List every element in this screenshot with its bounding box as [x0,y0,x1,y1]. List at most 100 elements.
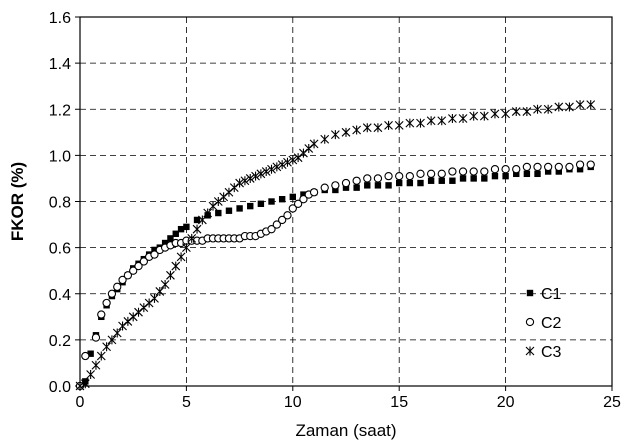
data-point-c3 [171,261,181,271]
data-point-c2 [384,171,393,181]
data-point-c1 [183,223,190,231]
legend: C1 C2 C3 [525,286,562,361]
series-c2 [75,160,595,391]
data-point-c3 [416,118,425,128]
data-point-c2 [448,167,457,176]
data-point-c3 [80,379,90,389]
data-point-c3 [501,109,510,119]
data-point-c3 [277,160,287,170]
data-point-c3 [91,360,101,370]
legend-label-c3: C3 [541,344,562,361]
x-tick-label: 10 [284,394,302,411]
data-point-c2 [113,282,122,291]
data-point-c3 [479,111,489,121]
data-point-c3 [533,104,542,114]
data-point-c3 [155,286,165,296]
legend-label-c2: C2 [541,315,562,332]
x-tick-label: 15 [390,394,408,411]
data-point-c2 [395,171,404,181]
data-point-c2 [331,181,340,190]
data-point-c1 [374,182,382,189]
data-point-c3 [192,224,202,234]
data-point-c3 [565,102,574,112]
data-point-c1 [236,205,243,212]
data-point-c2 [373,174,383,183]
data-point-c1 [193,216,201,224]
data-point-c2 [309,188,319,197]
grid [80,17,612,386]
legend-marker-c1 [526,289,534,297]
data-point-c3 [283,157,292,167]
data-point-c3 [309,139,319,149]
data-point-c2 [363,174,372,183]
data-point-c1 [470,175,477,182]
data-point-c2 [469,167,478,176]
data-point-c3 [490,109,500,119]
data-point-c1 [481,175,488,182]
data-point-c3 [267,164,276,174]
data-point-c2 [341,178,351,188]
data-point-c2 [405,171,414,181]
data-point-c2 [81,351,90,361]
data-point-c2 [533,162,542,172]
data-point-c1 [353,184,360,191]
data-point-c1 [172,230,179,237]
y-axis-title: FKOR (%) [8,162,27,241]
data-point-c3 [203,208,213,218]
y-tick-label: 0.4 [49,287,71,304]
data-point-c3 [107,335,117,345]
data-point-c2 [426,169,436,178]
data-point-c3 [112,328,122,338]
data-point-c2 [123,271,133,280]
data-point-c1 [151,246,158,254]
data-point-c1 [161,239,169,247]
data-point-c3 [187,233,197,243]
y-tick-label: 1.6 [49,10,71,27]
data-point-c1 [177,225,185,233]
data-point-c2 [139,257,148,266]
data-point-c1 [438,177,445,184]
series-c3 [75,100,596,391]
data-point-c2 [437,169,446,178]
data-point-c2 [458,167,468,176]
y-tick-label: 1.0 [49,148,71,165]
data-point-c3 [586,100,596,110]
data-point-c3 [150,293,159,303]
data-point-c1 [87,350,94,357]
data-point-c2 [102,298,111,308]
x-tick-label: 25 [603,394,621,411]
data-point-c2 [416,169,425,178]
x-tick-label: 20 [497,394,515,411]
data-point-c3 [384,120,393,130]
data-point-c3 [575,100,585,110]
data-point-c3 [256,169,266,179]
data-point-c2 [267,225,276,234]
x-tick-label: 5 [182,394,191,411]
data-point-c2 [91,333,101,342]
data-point-c2 [129,266,138,275]
data-point-c2 [118,275,127,285]
data-point-c2 [293,199,303,208]
data-point-c1 [555,168,562,175]
data-point-c3 [240,176,250,186]
data-point-c1 [257,200,265,208]
data-point-c1 [289,193,296,201]
data-point-c2 [586,160,595,169]
data-point-c1 [167,235,174,242]
data-point-c3 [272,162,282,172]
data-point-c3 [251,171,260,181]
data-point-c1 [576,166,584,173]
data-point-c2 [272,220,281,229]
data-point-c3 [373,123,383,133]
data-point-c1 [396,179,403,187]
y-tick-label: 0.6 [49,241,71,258]
data-point-c1 [247,202,254,210]
data-point-c3 [102,342,111,352]
data-point-c2 [134,261,143,271]
y-tick-label: 0.2 [49,333,71,350]
data-points [75,100,596,391]
data-point-c3 [394,120,404,130]
data-point-c2 [565,162,574,172]
data-point-c2 [288,204,297,213]
